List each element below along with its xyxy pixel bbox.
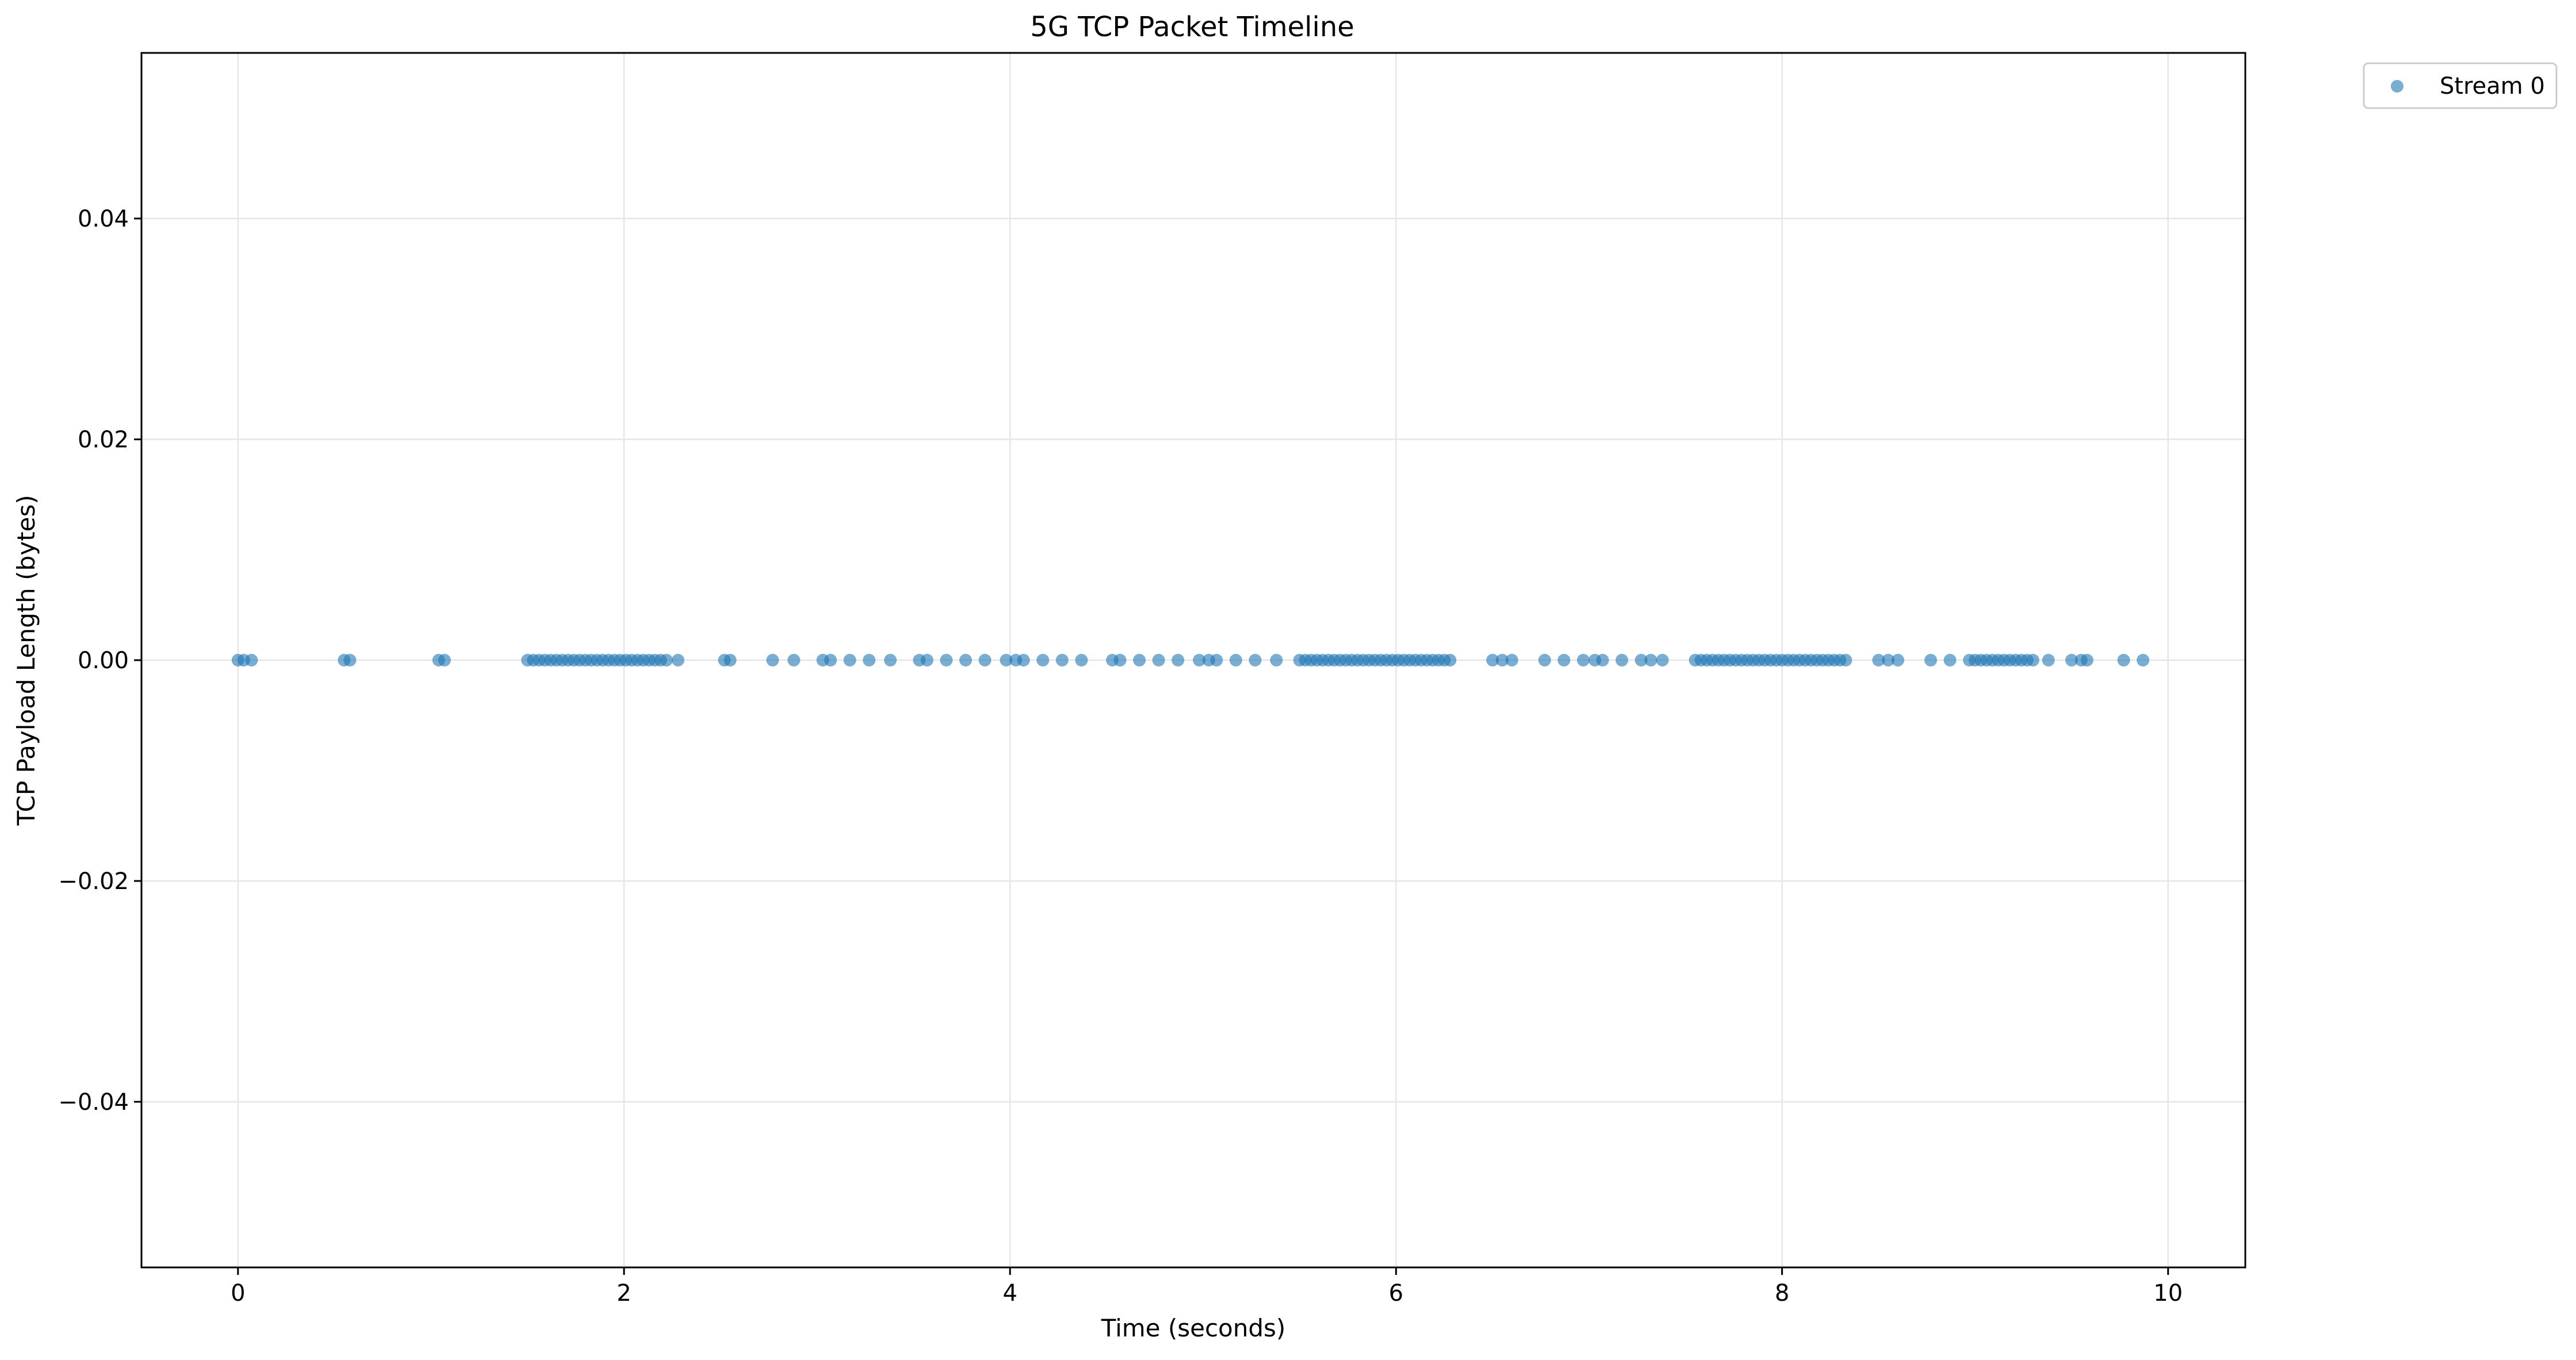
data-point [978, 654, 992, 666]
data-point [1505, 654, 1518, 666]
data-point [787, 654, 801, 666]
data-point [1891, 654, 1904, 666]
data-point [843, 654, 856, 666]
data-point [1152, 654, 1165, 666]
y-axis-label: TCP Payload Length (bytes) [12, 495, 40, 826]
data-point [1270, 654, 1283, 666]
data-point [724, 654, 737, 666]
legend-marker [2391, 80, 2403, 93]
data-point [1656, 654, 1669, 666]
data-point [245, 654, 258, 666]
data-point [660, 654, 673, 666]
data-point [1133, 654, 1146, 666]
y-tick-label: 0.04 [78, 206, 129, 232]
data-point [1557, 654, 1571, 666]
data-point [1616, 654, 1629, 666]
data-point [1644, 654, 1658, 666]
chart-title: 5G TCP Packet Timeline [1030, 11, 1354, 43]
data-point [1229, 654, 1242, 666]
data-point [1924, 654, 1937, 666]
x-tick-label: 6 [1389, 1280, 1403, 1307]
data-point [671, 654, 684, 666]
data-point [1055, 654, 1069, 666]
x-tick-label: 0 [231, 1280, 245, 1307]
data-point [1495, 654, 1509, 666]
data-point [766, 654, 779, 666]
data-point [920, 654, 933, 666]
legend: Stream 0 [2363, 62, 2558, 109]
data-point [2117, 654, 2130, 666]
data-points [231, 654, 2150, 666]
legend-box [2363, 62, 2558, 109]
data-point [2080, 654, 2093, 666]
x-tick-label: 10 [2153, 1280, 2183, 1307]
x-tick-label: 4 [1002, 1280, 1017, 1307]
data-point [1113, 654, 1127, 666]
data-point [1538, 654, 1551, 666]
data-point [438, 654, 451, 666]
data-point [940, 654, 953, 666]
data-point [1943, 654, 1957, 666]
data-point [2137, 654, 2150, 666]
data-point [2042, 654, 2055, 666]
x-tick-label: 8 [1775, 1280, 1789, 1307]
data-point [1210, 654, 1223, 666]
data-point [959, 654, 972, 666]
data-point [1635, 654, 1648, 666]
data-point [1596, 654, 1609, 666]
data-point [1172, 654, 1185, 666]
x-tick-label: 2 [617, 1280, 631, 1307]
data-point [884, 654, 897, 666]
data-point [863, 654, 876, 666]
data-point [1576, 654, 1590, 666]
data-point [824, 654, 837, 666]
data-point [1193, 654, 1206, 666]
data-point [2026, 654, 2039, 666]
data-point [1882, 654, 1895, 666]
data-point [1000, 654, 1013, 666]
data-point [1839, 654, 1852, 666]
data-point [1075, 654, 1088, 666]
y-tick-label: 0.02 [78, 427, 129, 453]
y-tick-label: −0.04 [58, 1089, 129, 1116]
data-point [1486, 654, 1499, 666]
data-point [1444, 654, 1457, 666]
data-point [1017, 654, 1030, 666]
data-point [343, 654, 357, 666]
axis-ticks: 0 2 4 6 8 10 −0.04 −0.02 0.00 0.02 0.04 [58, 206, 2183, 1307]
data-point [1872, 654, 1885, 666]
data-point [2065, 654, 2078, 666]
y-tick-label: −0.02 [58, 868, 129, 895]
y-tick-label: 0.00 [78, 648, 129, 674]
x-axis-label: Time (seconds) [1101, 1314, 1286, 1342]
data-point [1249, 654, 1262, 666]
data-point [1036, 654, 1050, 666]
legend-label: Stream 0 [2440, 73, 2545, 99]
